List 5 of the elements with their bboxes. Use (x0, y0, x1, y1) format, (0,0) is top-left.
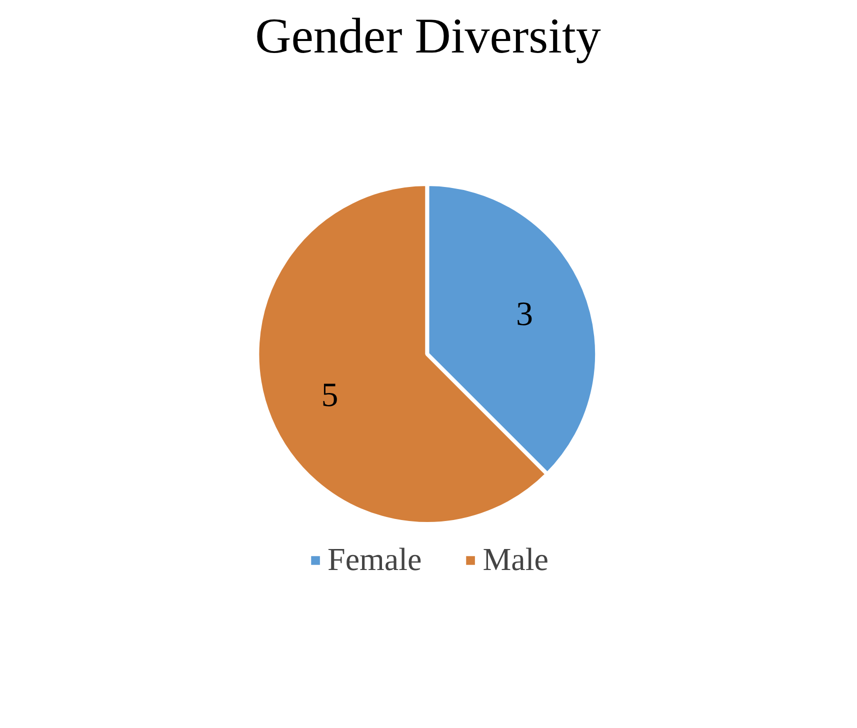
legend-label: Female (328, 541, 422, 578)
data-label: 5 (321, 376, 338, 414)
chart-title: Gender Diversity (255, 8, 601, 64)
legend-label: Male (482, 541, 548, 578)
data-label: 3 (516, 296, 533, 334)
